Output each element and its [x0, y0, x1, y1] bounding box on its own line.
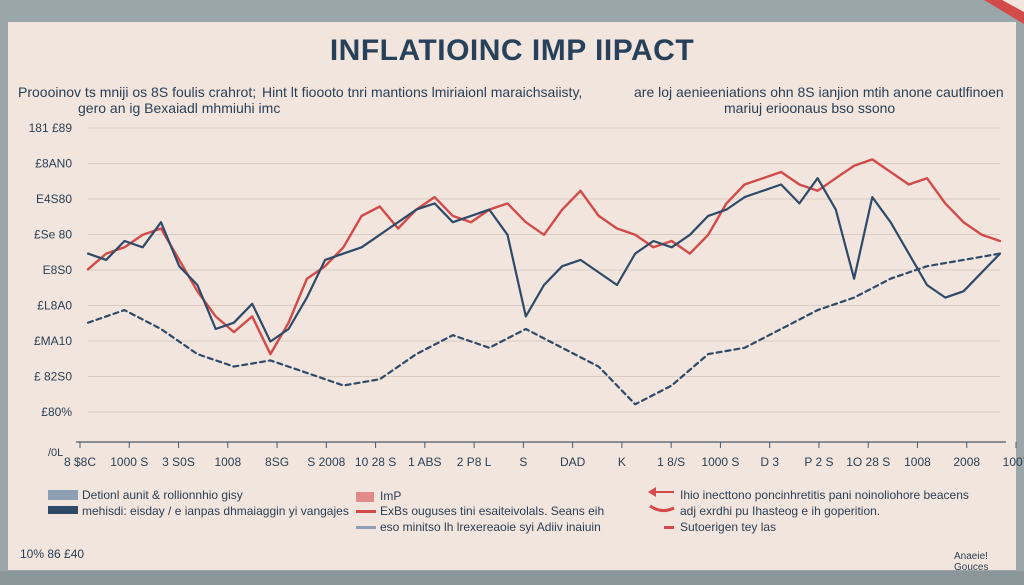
x-tick-label: P 2 S [804, 455, 833, 469]
subtitle-right-2: mariuj erioonaus bso ssono [724, 100, 896, 116]
x-tick-label: 1007 [1003, 455, 1024, 469]
subtitle-right-1: are loj aenieeniations ohn 8S ianjion mt… [634, 84, 1004, 100]
x-tick-label: 3 S0S [162, 455, 195, 469]
y-tick-label: £L8A0 [37, 299, 72, 313]
legend-marker-red-short [664, 526, 674, 529]
x-tick-label: S [519, 455, 527, 469]
y-tick-label: £8AN0 [35, 157, 72, 171]
y-tick-label: £ 82S0 [34, 370, 72, 384]
x-tick-label: 1 ABS [408, 455, 441, 469]
footer-right: Anaeie! Gouces [954, 551, 989, 573]
legend-label-5: eso minitso lh lrexereaoie syi Adiiv ina… [380, 520, 601, 534]
legend-marker-red-line [356, 510, 376, 513]
x-tick-label: D 3 [760, 455, 779, 469]
y-tick-label: £Se 80 [34, 228, 72, 242]
subtitle-left-1: Proooinov ts mniji os 8S foulis crahrot; [18, 84, 257, 100]
footer-left: 10% 86 £40 [20, 547, 85, 561]
x-tick-label: 8 $8C [64, 455, 96, 469]
x-tick-label: 10 28 S [355, 455, 396, 469]
y-tick-label: E8S0 [43, 263, 73, 277]
legend-marker-navy-box [48, 506, 78, 514]
y-tick-label: £80% [41, 405, 72, 419]
x-tick-label: 1000 S [110, 455, 148, 469]
legend-label-3: ImP [380, 489, 402, 503]
legend-label-6: Ihio inecttono poncinhretitis pani noino… [680, 488, 969, 502]
series-line-3 [86, 252, 1002, 406]
y-tick-label: 181 £89 [29, 121, 73, 135]
x-tick-label: 8SG [265, 455, 289, 469]
legend-marker-slate-box [48, 490, 78, 500]
x-tick-label: 2008 [953, 455, 980, 469]
series-line-1 [86, 158, 1002, 356]
axis-origin-label: /0L [48, 447, 63, 459]
x-tick-label: 2 P8 L [457, 455, 492, 469]
x-tick-label: 1 8/S [657, 455, 685, 469]
legend-marker-red-curve [649, 504, 675, 513]
y-tick-label: £MA10 [34, 334, 72, 348]
subtitle-left-2: Hint lt fioooto tnri mantions lmiriaionl… [262, 84, 583, 100]
chart-panel [8, 22, 1016, 570]
x-tick-label: S 2008 [307, 455, 345, 469]
legend-label-8: Sutoerigen tey las [680, 520, 777, 534]
x-tick-label: 1O 28 S [846, 455, 890, 469]
legend-label-4: ExBs ouguses tini esaiteivolals. Seans e… [380, 504, 605, 518]
x-tick-label: 1008 [904, 455, 931, 469]
x-tick-label: 1000 S [701, 455, 739, 469]
bottom-bar [0, 571, 1024, 585]
legend-label-7: adj exrdhi pu Ihasteog e ih goperition. [680, 504, 881, 518]
x-tick-label: DAD [560, 455, 586, 469]
series-line-2 [86, 177, 1002, 343]
subtitle-left-3: gero an ig Bexaiadl mhmiuhi imc [78, 100, 281, 116]
chart-title: INFLATIOINC IMP IIPACT [329, 34, 695, 67]
legend-marker-red-box [356, 492, 374, 502]
x-tick-label: K [618, 455, 626, 469]
legend-label-2: mehisdi: eisday / e ianpas dhmaiaggin yi… [82, 504, 349, 518]
y-tick-label: E4S80 [36, 192, 72, 206]
x-tick-label: 1008 [214, 455, 241, 469]
corner-accent [964, 0, 1024, 24]
legend-marker-slate-line [356, 526, 376, 529]
legend-label-1: Detionl aunit & rollionnhio gisy [82, 488, 243, 502]
legend-marker-red-arrow [648, 487, 674, 497]
